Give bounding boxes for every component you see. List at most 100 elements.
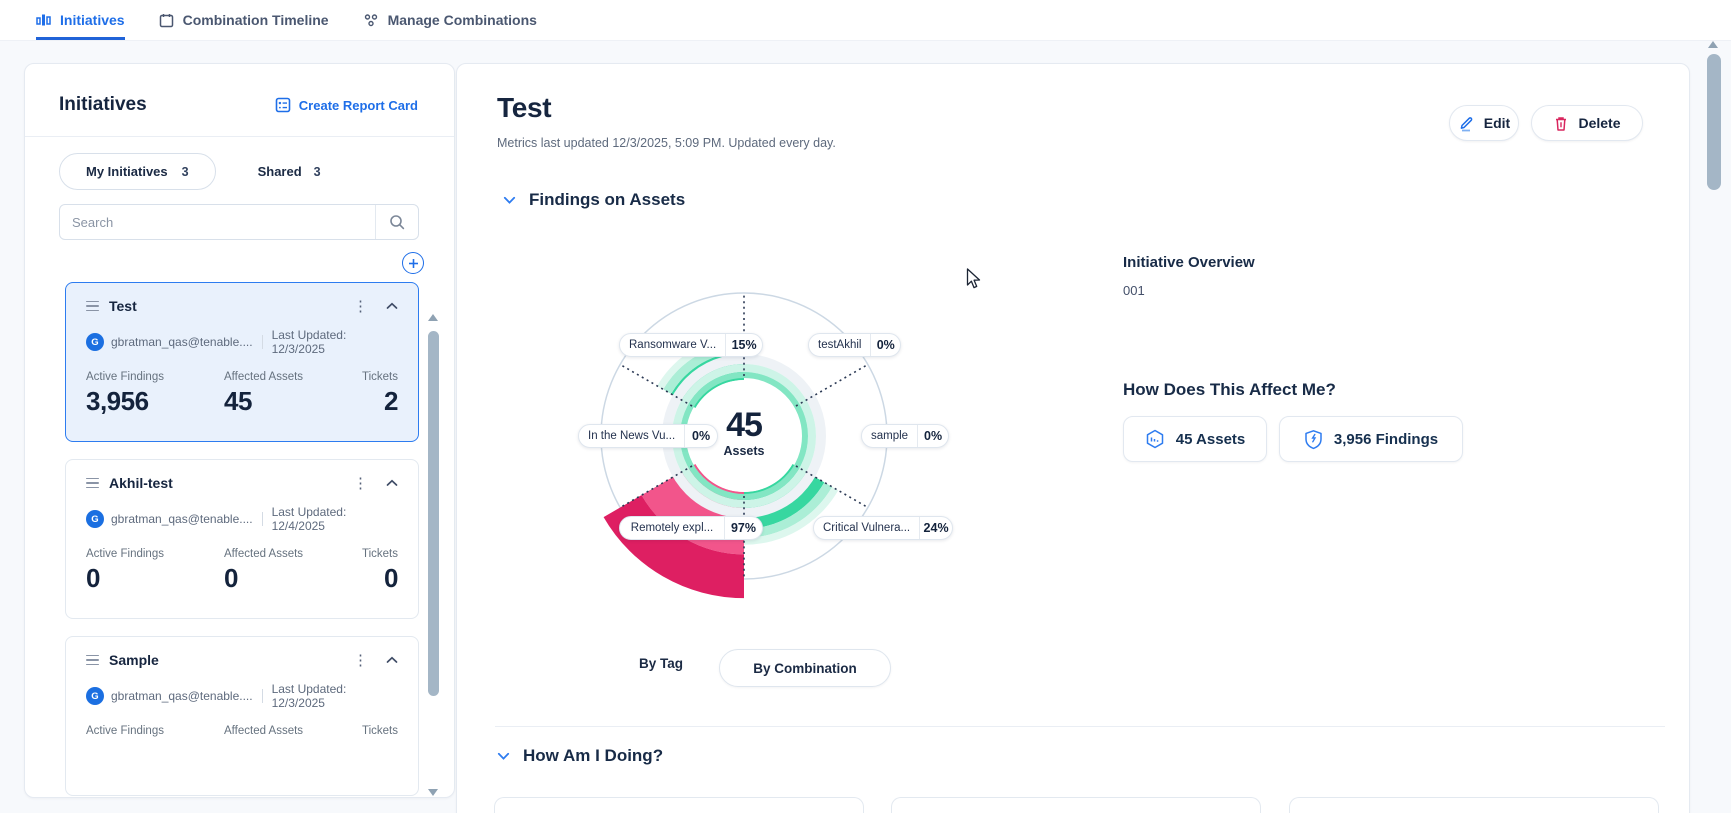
page-title: Test (497, 92, 552, 123)
tickets-value: 0 (384, 563, 398, 593)
chart-center-label: Assets (723, 444, 765, 458)
tab-manage-combinations[interactable]: Manage Combinations (363, 0, 537, 40)
owner-email: gbratman_qas@tenable.... (111, 335, 253, 349)
trash-icon (1556, 116, 1567, 131)
avatar: G (86, 510, 104, 528)
page-scrollbar[interactable] (1705, 41, 1723, 813)
search-icon (390, 215, 405, 230)
search-button[interactable] (376, 205, 418, 239)
chart-chip-remotely-exploitable[interactable]: Remotely expl... 97% (619, 516, 763, 540)
owner-email: gbratman_qas@tenable.... (111, 512, 253, 526)
assets-count-button[interactable]: 45 Assets (1123, 416, 1267, 462)
tab-shared[interactable]: Shared 3 (258, 164, 321, 179)
active-findings-label: Active Findings (86, 725, 164, 737)
plus-icon (408, 258, 418, 268)
chip-percent: 0% (692, 429, 711, 443)
tickets-label: Tickets (362, 725, 398, 737)
avatar: G (86, 687, 104, 705)
scroll-down-arrow[interactable] (428, 789, 438, 796)
active-findings-value: 3,956 (86, 386, 149, 416)
chip-percent: 0% (924, 429, 943, 443)
chevron-up-icon[interactable] (386, 656, 398, 664)
affected-assets-value: 0 (224, 563, 238, 593)
doing-card-1 (494, 797, 864, 813)
findings-count-button[interactable]: 3,956 Findings (1279, 416, 1463, 462)
chip-label: Ransomware V... (620, 334, 727, 356)
sidebar-scrollbar[interactable] (427, 314, 441, 796)
chip-label: In the News Vu... (579, 425, 686, 447)
create-report-card-label: Create Report Card (298, 97, 418, 113)
chart-chip-critical-vulnerabilities[interactable]: Critical Vulnera... 24% (813, 516, 953, 540)
sidebar-search (59, 204, 419, 240)
initiative-card-akhil-test[interactable]: Akhil-test ⋮ G gbratman_qas@tenable.... … (65, 459, 419, 619)
asset-hexagon-icon (1146, 429, 1163, 448)
findings-section-title: Findings on Assets (529, 190, 686, 209)
tab-combination-timeline[interactable]: Combination Timeline (159, 0, 329, 40)
collapse-doing-chevron-icon[interactable] (497, 752, 510, 761)
findings-count-label: 3,956 Findings (1333, 430, 1439, 448)
tickets-value: 2 (384, 386, 398, 416)
chart-chip-sample[interactable]: sample 0% (861, 424, 949, 448)
scroll-up-arrow[interactable] (1708, 41, 1718, 48)
by-tag-toggle[interactable]: By Tag (639, 656, 684, 671)
scroll-up-arrow[interactable] (428, 314, 438, 321)
tab-my-initiatives[interactable]: My Initiatives 3 (59, 153, 216, 190)
divider (261, 689, 263, 703)
avatar: G (86, 333, 104, 351)
edit-button[interactable]: Edit (1449, 105, 1519, 141)
chart-chip-ransomware[interactable]: Ransomware V... 15% (619, 333, 763, 357)
pencil-icon (1460, 116, 1473, 131)
drag-handle-icon[interactable] (86, 300, 99, 312)
drag-handle-icon[interactable] (86, 477, 99, 489)
collapse-findings-chevron-icon[interactable] (503, 196, 516, 205)
doing-card-2 (891, 797, 1261, 813)
chart-center-value: 45 (726, 406, 763, 444)
affected-assets-value: 45 (224, 386, 252, 416)
active-findings-label: Active Findings (86, 371, 164, 383)
calendar-icon (159, 13, 173, 27)
scrollbar-thumb[interactable] (428, 331, 439, 696)
chip-label: Critical Vulnera... (814, 517, 921, 539)
shield-icon (1305, 429, 1322, 449)
affect-me-title: How Does This Affect Me? (1123, 380, 1336, 399)
initiative-name: Akhil-test (109, 475, 173, 491)
by-combination-toggle[interactable]: By Combination (719, 649, 891, 687)
tickets-label: Tickets (362, 371, 398, 383)
my-initiatives-count: 3 (181, 164, 189, 179)
my-initiatives-label: My Initiatives (86, 164, 168, 179)
tab-combination-timeline-label: Combination Timeline (182, 12, 329, 28)
last-updated: Last Updated: 12/3/2025 (271, 682, 347, 710)
scrollbar-thumb[interactable] (1707, 54, 1721, 190)
drag-handle-icon[interactable] (86, 654, 99, 666)
chart-chip-testakhil[interactable]: testAkhil 0% (808, 333, 901, 357)
tab-initiatives[interactable]: Initiatives (36, 0, 125, 40)
chip-label: Remotely expl... (620, 517, 725, 539)
chevron-up-icon[interactable] (386, 302, 398, 310)
initiatives-sidebar: Initiatives Create Report Card My Initia… (24, 63, 455, 798)
kebab-menu-icon[interactable]: ⋮ (353, 298, 368, 315)
doing-card-3 (1289, 797, 1659, 813)
chip-percent: 0% (876, 338, 895, 352)
active-findings-value: 0 (86, 563, 100, 593)
create-report-card-link[interactable]: Create Report Card (275, 97, 418, 113)
divider (261, 335, 263, 349)
search-input[interactable] (60, 214, 375, 230)
shared-count: 3 (313, 164, 321, 179)
initiative-card-sample[interactable]: Sample ⋮ G gbratman_qas@tenable.... Last… (65, 636, 419, 796)
last-updated: Last Updated: 12/3/2025 (271, 328, 347, 356)
kebab-menu-icon[interactable]: ⋮ (353, 652, 368, 669)
initiative-name: Sample (109, 652, 159, 668)
kebab-menu-icon[interactable]: ⋮ (353, 475, 368, 492)
chevron-up-icon[interactable] (386, 479, 398, 487)
tab-manage-combinations-label: Manage Combinations (387, 12, 537, 28)
initiative-name: Test (109, 298, 137, 314)
initiative-card-test[interactable]: Test ⋮ G gbratman_qas@tenable.... Last U… (65, 282, 419, 442)
add-initiative-button[interactable] (402, 252, 424, 274)
delete-label: Delete (1578, 115, 1621, 131)
top-nav: Initiatives Combination Timeline Manage … (0, 0, 1731, 41)
chip-percent: 15% (731, 338, 757, 352)
search-divider (375, 205, 376, 239)
chart-chip-in-the-news[interactable]: In the News Vu... 0% (578, 424, 718, 448)
combinations-icon (364, 13, 377, 26)
delete-button[interactable]: Delete (1531, 105, 1643, 141)
